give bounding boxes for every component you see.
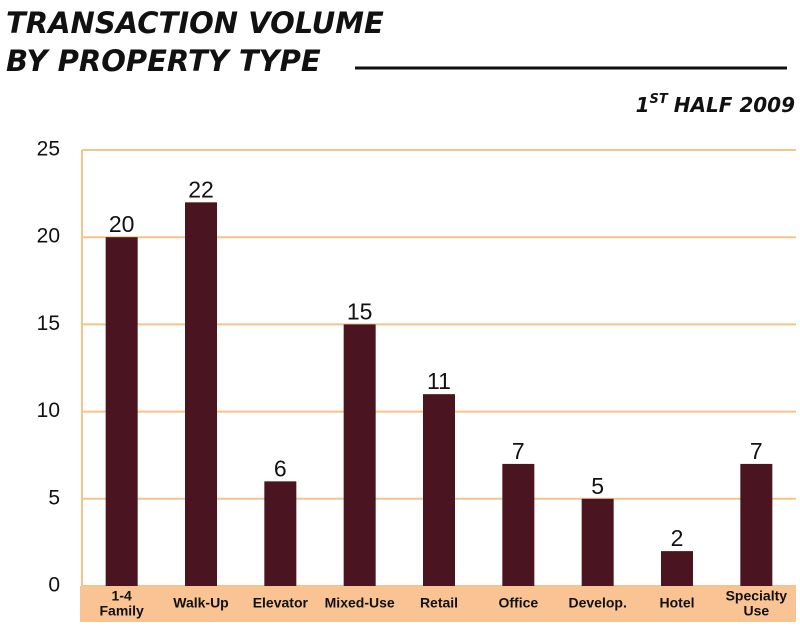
value-label: 11 <box>427 368 451 394</box>
y-tick-label: 0 <box>48 574 60 597</box>
bar <box>661 551 693 586</box>
bar <box>264 481 297 586</box>
value-label: 5 <box>591 473 604 499</box>
bar <box>105 237 138 586</box>
subtitle-rest: HALF 2009 <box>674 93 795 117</box>
x-tick-label: Mixed-Use <box>325 595 395 611</box>
value-label: 22 <box>188 176 214 202</box>
bar <box>740 463 773 586</box>
subtitle-suffix: ST <box>650 92 669 107</box>
bar <box>423 394 455 586</box>
bar <box>343 324 376 586</box>
y-tick-label: 5 <box>48 486 60 509</box>
x-tick-label: Office <box>498 595 538 611</box>
value-label: 2 <box>671 525 684 551</box>
x-tick-label: Use <box>743 603 769 619</box>
bar <box>502 463 535 586</box>
x-tick-label: Retail <box>420 595 458 611</box>
x-tick-label: 1-4 <box>112 588 132 604</box>
x-tick-label: Hotel <box>660 595 695 611</box>
x-tick-label: Family <box>99 603 144 619</box>
value-label: 15 <box>347 298 373 324</box>
bar <box>185 202 217 586</box>
bar <box>581 498 614 586</box>
chart-subtitle: 1ST HALF 2009 <box>636 92 795 117</box>
value-label: 6 <box>274 455 287 481</box>
chart-title-line: BY PROPERTY TYPE <box>6 44 321 78</box>
category-band <box>80 586 796 622</box>
y-tick-label: 25 <box>37 138 60 161</box>
plot: 05101520251-4Family20Walk-Up22Elevator6M… <box>37 138 796 622</box>
value-label: 7 <box>750 438 763 464</box>
y-tick-label: 10 <box>37 399 60 422</box>
chart-title-line: TRANSACTION VOLUME <box>6 6 384 40</box>
y-tick-label: 15 <box>37 312 60 335</box>
subtitle-number: 1 <box>636 93 650 117</box>
value-label: 7 <box>512 438 525 464</box>
value-label: 20 <box>109 211 135 237</box>
x-tick-label: Specialty <box>726 588 788 604</box>
x-tick-label: Elevator <box>253 595 309 611</box>
x-tick-label: Walk-Up <box>173 595 228 611</box>
y-tick-label: 20 <box>37 225 60 248</box>
x-tick-label: Develop. <box>568 595 626 611</box>
